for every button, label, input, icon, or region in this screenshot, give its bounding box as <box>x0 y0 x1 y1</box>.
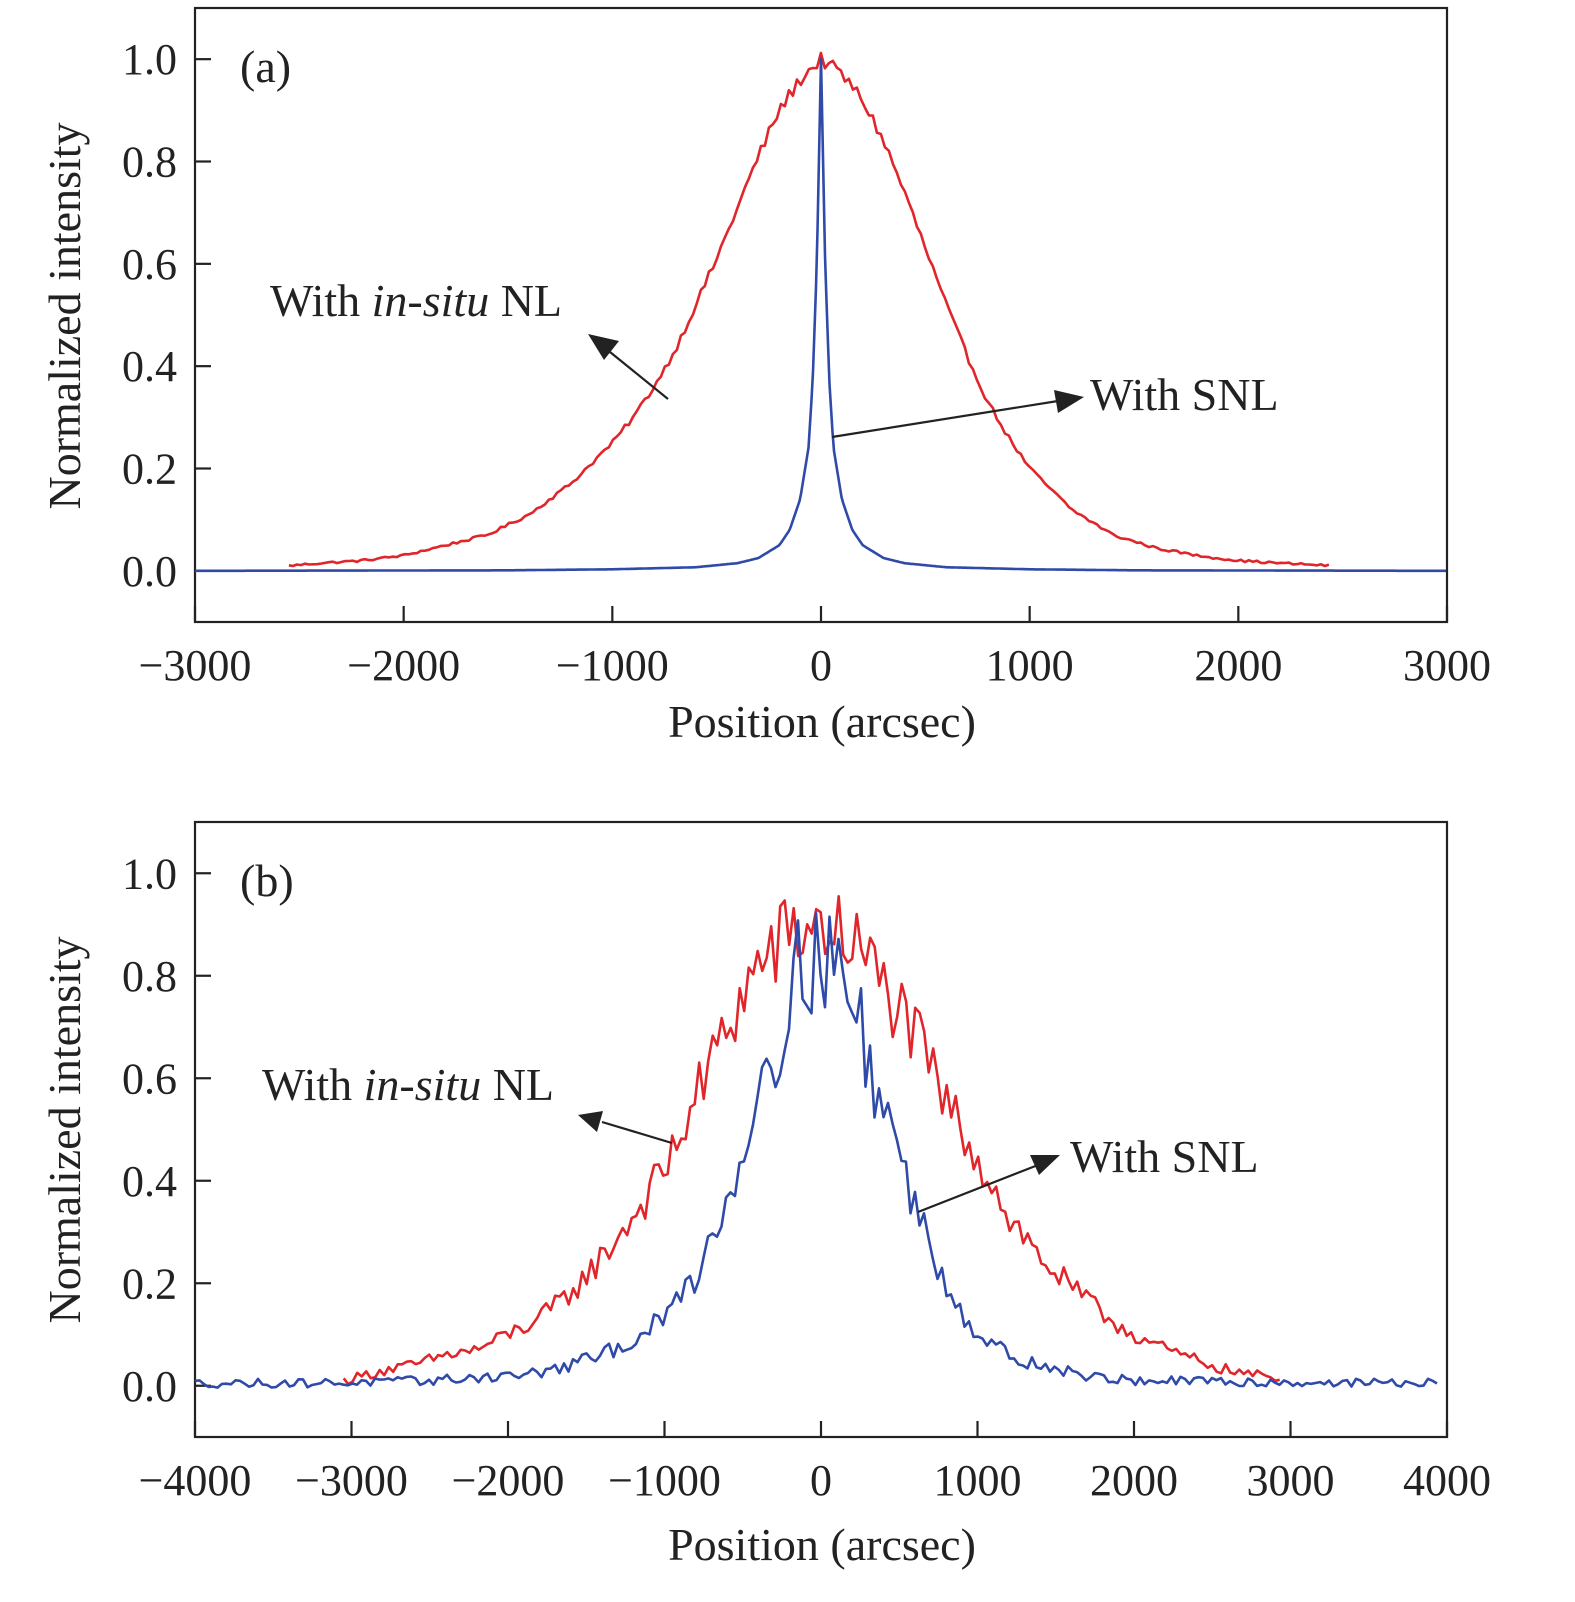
y-tick-label-a-5: 1.0 <box>122 35 177 84</box>
insitu-arrow-b <box>601 1120 673 1145</box>
snl-arrow-a <box>831 399 1059 439</box>
series-lines-b <box>194 895 1438 1389</box>
y-tick-label-b-5: 1.0 <box>122 849 177 898</box>
x-axis-title-b: Position (arcsec) <box>668 1519 976 1570</box>
y-tick-label-b-2: 0.4 <box>122 1157 177 1206</box>
series-line-a-0 <box>288 51 1330 568</box>
y-tick-label-a-4: 0.8 <box>122 138 177 187</box>
insitu-arrowhead-a <box>588 334 619 360</box>
y-tick-label-a-0: 0.0 <box>122 547 177 596</box>
snl-arrowhead-a <box>1054 390 1084 413</box>
x-tick-label-a-4: 1000 <box>986 641 1074 690</box>
y-tick-label-a-3: 0.6 <box>122 240 177 289</box>
x-tick-label-b-2: −2000 <box>452 1456 565 1505</box>
y-axis-title-a: Normalized intensity <box>39 122 90 509</box>
x-tick-label-b-8: 4000 <box>1403 1456 1491 1505</box>
x-tick-label-b-6: 2000 <box>1090 1456 1178 1505</box>
panel-a: −3000 −2000 −1000 0 1000 2000 3000 0.0 0.2 0.4 0.6… <box>39 6 1491 747</box>
y-tick-label-a-1: 0.2 <box>122 445 177 494</box>
y-axis-title-b: Normalized intensity <box>39 936 90 1323</box>
x-tick-label-b-1: −3000 <box>295 1456 408 1505</box>
x-tick-label-b-5: 1000 <box>934 1456 1022 1505</box>
y-tick-label-b-0: 0.0 <box>122 1362 177 1411</box>
y-tick-label-b-4: 0.8 <box>122 952 177 1001</box>
x-tick-label-b-4: 0 <box>810 1456 832 1505</box>
x-tick-label-b-0: −4000 <box>139 1456 252 1505</box>
x-tick-label-a-0: −3000 <box>139 641 252 690</box>
series-line-b-0 <box>342 895 1280 1386</box>
panel-label-a: (a) <box>240 41 291 92</box>
x-tick-label-b-7: 3000 <box>1247 1456 1335 1505</box>
series-lines-a <box>195 51 1446 573</box>
panel-label-b: (b) <box>240 855 294 906</box>
x-tick-label-a-6: 3000 <box>1403 641 1491 690</box>
ticks-a: −3000 −2000 −1000 0 1000 2000 3000 0.0 0.2 0.4 0.6… <box>122 35 1491 690</box>
ticks-b: −4000 −3000 −2000 −1000 0 1000 2000 3000 4000 0.0… <box>122 849 1491 1505</box>
x-tick-label-a-5: 2000 <box>1194 641 1282 690</box>
snl-annotation-a: With SNL <box>1090 369 1279 420</box>
series-line-b-1 <box>194 911 1438 1389</box>
insitu-arrow-a <box>609 351 669 400</box>
x-axis-title-a: Position (arcsec) <box>668 696 976 747</box>
y-tick-label-a-2: 0.4 <box>122 342 177 391</box>
snl-arrow-b <box>917 1163 1039 1214</box>
x-tick-label-b-3: −1000 <box>608 1456 721 1505</box>
x-tick-label-a-3: 0 <box>810 641 832 690</box>
y-tick-label-b-1: 0.2 <box>122 1259 177 1308</box>
snl-arrowhead-b <box>1030 1155 1060 1175</box>
snl-annotation-b: With SNL <box>1070 1131 1259 1182</box>
insitu-arrowhead-b <box>578 1111 603 1132</box>
series-line-a-1 <box>195 57 1446 573</box>
y-tick-label-b-3: 0.6 <box>122 1054 177 1103</box>
insitu-annotation-a: With in-situ NL <box>270 275 562 326</box>
panel-b: −4000 −3000 −2000 −1000 0 1000 2000 3000 4000 0.0… <box>39 820 1491 1570</box>
x-tick-label-a-2: −1000 <box>556 641 669 690</box>
insitu-annotation-b: With in-situ NL <box>262 1059 554 1110</box>
x-tick-label-a-1: −2000 <box>347 641 460 690</box>
